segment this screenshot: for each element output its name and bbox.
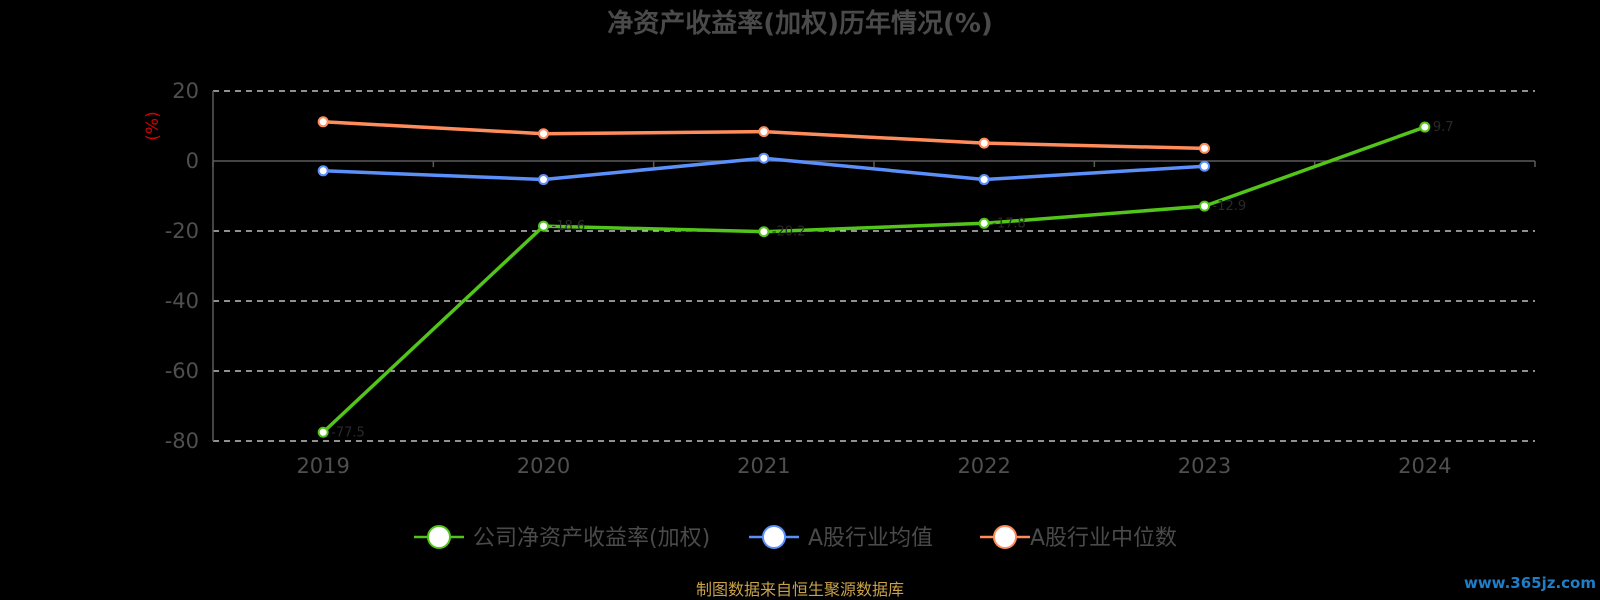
data-point[interactable] — [538, 174, 549, 186]
data-point[interactable] — [978, 217, 990, 229]
data-point[interactable] — [538, 128, 549, 140]
data-label: -18.6 — [552, 219, 586, 234]
y-axis-label: (%) — [143, 111, 163, 140]
data-point[interactable] — [758, 126, 770, 138]
data-point[interactable] — [758, 152, 770, 164]
data-label: -12.9 — [1213, 199, 1247, 214]
grid-layer — [213, 90, 1535, 442]
data-point[interactable] — [317, 426, 329, 438]
y-tick-label: -20 — [165, 219, 199, 243]
y-tick-label: -40 — [165, 289, 199, 313]
legend-label: A股行业中位数 — [1030, 526, 1177, 551]
legend-marker — [427, 525, 451, 549]
y-tick-label: -80 — [165, 429, 199, 453]
data-point[interactable] — [1199, 142, 1210, 154]
x-tick-label: 2021 — [737, 454, 790, 478]
data-point[interactable] — [538, 220, 549, 232]
legend: 公司净资产收益率(加权) A股行业均值 A股行业中位数 — [414, 525, 1177, 551]
x-tick-label: 2022 — [957, 454, 1010, 478]
data-point[interactable] — [1199, 160, 1210, 172]
data-point[interactable] — [1199, 200, 1210, 212]
series-2 — [317, 152, 1210, 186]
series-layer: -77.5 -18.6 -20.2 -17.8 -12.9 9.7 — [317, 116, 1454, 440]
data-point[interactable] — [758, 226, 770, 238]
legend-item-1[interactable]: 公司净资产收益率(加权) — [414, 525, 710, 551]
legend-item-2[interactable]: A股行业均值 — [749, 525, 933, 551]
data-source-note: 制图数据来自恒生聚源数据库 — [695, 580, 904, 599]
data-label: 9.7 — [1433, 120, 1454, 135]
legend-marker — [762, 525, 786, 549]
y-tick-label: -60 — [165, 359, 199, 383]
data-point[interactable] — [978, 174, 990, 186]
x-tick-label: 2024 — [1398, 454, 1451, 478]
x-tick-label: 2019 — [296, 454, 349, 478]
data-point[interactable] — [978, 137, 990, 149]
legend-label: 公司净资产收益率(加权) — [473, 526, 710, 551]
series-3 — [317, 116, 1210, 154]
data-point[interactable] — [317, 116, 329, 128]
series-1: -77.5 -18.6 -20.2 -17.8 -12.9 9.7 — [317, 120, 1454, 440]
data-point[interactable] — [1419, 121, 1431, 133]
data-point[interactable] — [317, 165, 329, 177]
x-tick-label: 2023 — [1178, 454, 1231, 478]
axis-layer: 20 0 -20 -40 -60 -80 2019 2020 2021 2022 2023 2024 — [165, 79, 1536, 478]
series-line — [321, 125, 1426, 434]
data-label: -20.2 — [772, 225, 806, 240]
legend-item-3[interactable]: A股行业中位数 — [980, 525, 1177, 551]
data-label: -77.5 — [331, 425, 365, 440]
x-tick-label: 2020 — [517, 454, 570, 478]
watermark-link[interactable]: www.365jz.com — [1463, 574, 1596, 592]
y-tick-label: 20 — [172, 79, 199, 103]
data-label: -17.8 — [992, 216, 1026, 231]
legend-marker — [993, 525, 1017, 549]
y-tick-label: 0 — [186, 149, 199, 173]
legend-label: A股行业均值 — [808, 526, 933, 551]
chart-title: 净资产收益率(加权)历年情况(%) — [607, 8, 993, 39]
